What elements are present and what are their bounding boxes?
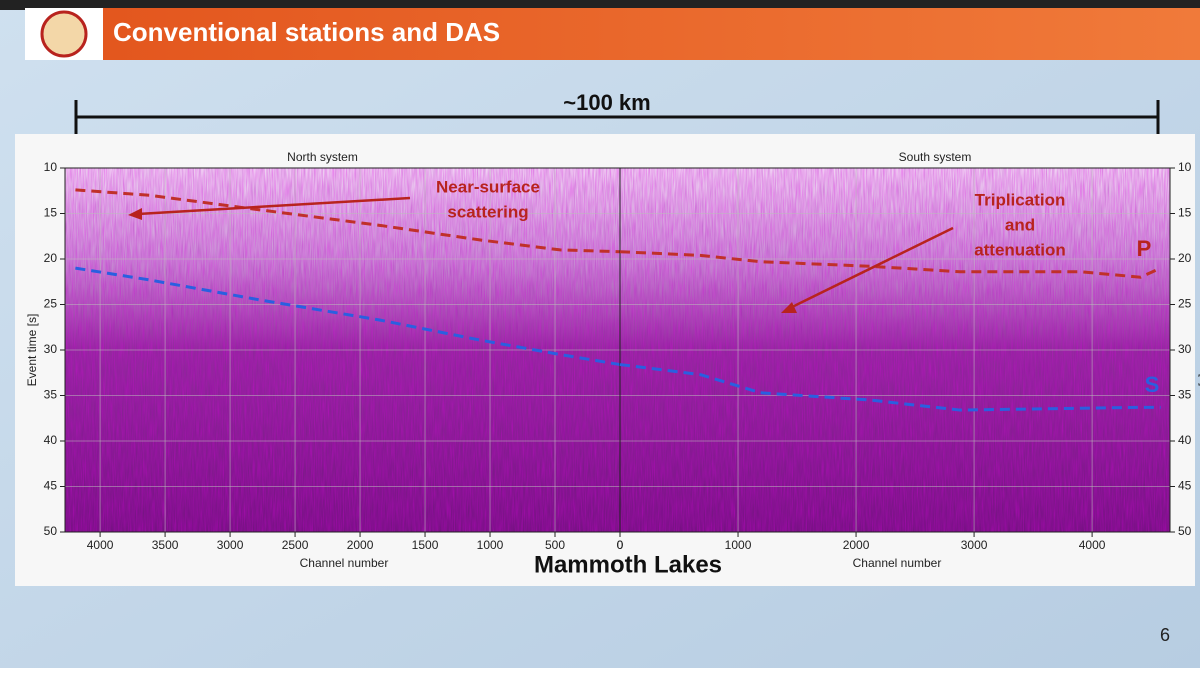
y-tick-label: 15 <box>1178 206 1192 220</box>
pick-line <box>619 363 1161 412</box>
x-tick-label: 3500 <box>152 538 179 552</box>
x-tick-label: 1000 <box>725 538 752 552</box>
y-tick-label: 20 <box>1178 251 1192 265</box>
x-tick-label: 1500 <box>412 538 439 552</box>
x-tick-label: 2000 <box>843 538 870 552</box>
plot-title: South system <box>899 150 972 164</box>
top-band <box>0 0 1200 10</box>
page-number: 6 <box>1160 625 1170 645</box>
annotation-arrowhead <box>128 208 142 220</box>
y-axis-label: Event time [s] <box>25 314 39 387</box>
annotation: scattering <box>447 202 528 221</box>
annotation: and <box>1005 215 1035 234</box>
y-tick-label: 20 <box>44 251 58 265</box>
x-tick-label: 1000 <box>477 538 504 552</box>
y-tick-label: 10 <box>44 160 58 174</box>
y-tick-label: 30 <box>44 342 58 356</box>
y-tick-label: 50 <box>1178 524 1192 538</box>
x-axis-label: Channel number <box>853 556 942 570</box>
annotation: Near-surface <box>436 177 540 196</box>
x-tick-label: 4000 <box>87 538 114 552</box>
x-axis-label: Channel number <box>300 556 389 570</box>
logo <box>40 10 88 58</box>
pick-line <box>619 250 1162 279</box>
x-tick-label: 2000 <box>347 538 374 552</box>
y-tick-label: 25 <box>44 297 58 311</box>
plot-title: North system <box>287 150 358 164</box>
y-tick-label: 10 <box>1178 160 1192 174</box>
y-tick-label: 40 <box>1178 433 1192 447</box>
plot-frame <box>619 167 1171 533</box>
y-tick-label: 30 <box>1178 342 1192 356</box>
scale-label: ~100 km <box>563 90 650 115</box>
figure-caption: Mammoth Lakes <box>534 551 722 578</box>
y-tick-label: 50 <box>44 524 58 538</box>
y-tick-label: 35 <box>1178 388 1192 402</box>
annotation: attenuation <box>974 240 1066 259</box>
slide-title: Conventional stations and DAS <box>113 17 500 47</box>
annotation: Triplication <box>975 190 1066 209</box>
header-bar <box>25 8 1200 60</box>
pick-line <box>75 188 621 254</box>
x-tick-label: 0 <box>617 538 624 552</box>
series-label: P <box>1137 236 1152 261</box>
y-tick-label: 45 <box>44 479 58 493</box>
x-tick-label: 3000 <box>961 538 988 552</box>
pick-line <box>75 266 621 367</box>
x-tick-label: 2500 <box>282 538 309 552</box>
y-tick-label: 45 <box>1178 479 1192 493</box>
x-tick-label: 3000 <box>217 538 244 552</box>
series-label: S <box>1145 372 1160 397</box>
annotation-arrowhead <box>781 302 797 313</box>
x-tick-label: 500 <box>545 538 565 552</box>
y-tick-label: 40 <box>44 433 58 447</box>
x-tick-label: 4000 <box>1079 538 1106 552</box>
y-axis-label: Event time [s] <box>1198 314 1200 387</box>
annotation-arrow <box>789 226 954 310</box>
x-tick-label: 0 <box>617 538 624 552</box>
y-tick-label: 15 <box>44 206 58 220</box>
y-tick-label: 35 <box>44 388 58 402</box>
annotation-arrow <box>137 196 411 216</box>
y-tick-label: 25 <box>1178 297 1192 311</box>
